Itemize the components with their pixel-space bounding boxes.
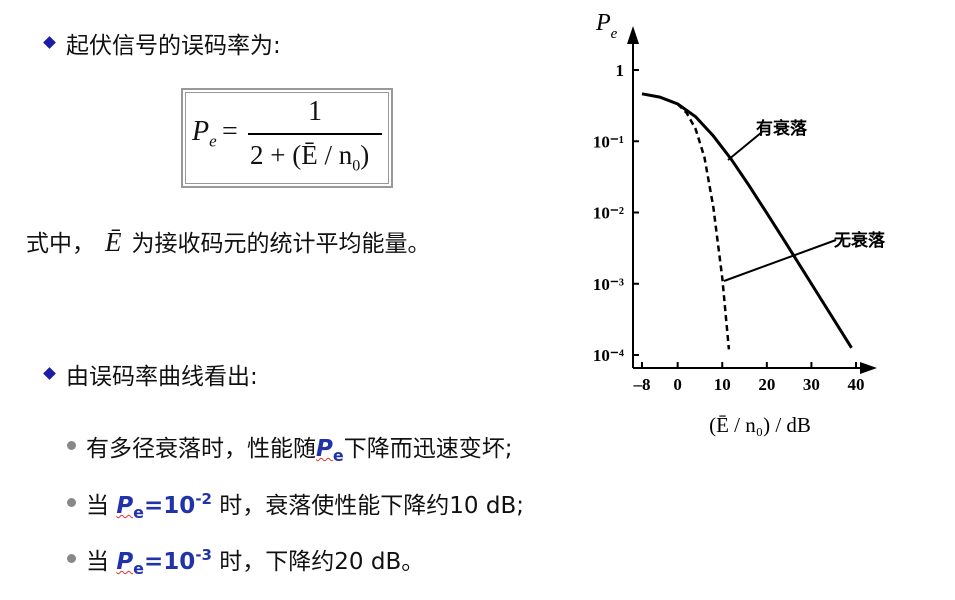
where-0: 式中， bbox=[26, 231, 95, 257]
point-text: 下降而迅速变坏; bbox=[343, 436, 513, 462]
x-tick-label: 30 bbox=[803, 375, 820, 394]
observe: 由误码率曲线看出: bbox=[66, 364, 258, 390]
y-tick-label: 10⁻⁴ bbox=[593, 346, 624, 365]
formula-lhs-sub: e bbox=[209, 131, 217, 151]
denominator-sub: 0 bbox=[352, 157, 361, 175]
formula-numerator: 1 bbox=[308, 96, 322, 127]
y-tick-label: 1 bbox=[616, 61, 625, 80]
x-axis-arrow bbox=[860, 362, 877, 374]
x-tick-label: 40 bbox=[848, 375, 865, 394]
pe-sub: e bbox=[133, 559, 145, 578]
fraction-bar bbox=[248, 133, 382, 135]
y-label-main: P bbox=[595, 10, 611, 36]
pe: P bbox=[116, 493, 134, 519]
point-text: 当 bbox=[86, 549, 117, 575]
y-label: Pe bbox=[595, 10, 618, 42]
sub-bullet bbox=[67, 554, 76, 563]
sub-bullet bbox=[67, 441, 76, 450]
point-0: 有多径衰落时，性能随Pe下降而迅速变坏; bbox=[86, 429, 512, 465]
exponent: -2 bbox=[195, 490, 212, 508]
x-tick-label: 20 bbox=[758, 375, 775, 394]
formula-box bbox=[181, 88, 393, 188]
point-text: 时，下降约20 dB。 bbox=[211, 549, 425, 575]
x-tick-label: 10 bbox=[714, 375, 731, 394]
curve-label: 无衰落 bbox=[833, 230, 886, 250]
y-tick-label: 10⁻¹ bbox=[593, 132, 624, 151]
point-text: 时，衰落使性能下降约10 dB; bbox=[211, 493, 525, 519]
pe-sub: e bbox=[332, 446, 344, 465]
x-tick-label: –8 bbox=[633, 375, 651, 394]
where-line: 式中， Ē 为接收码元的统计平均能量。 bbox=[26, 224, 431, 258]
pe-sub: e bbox=[133, 503, 145, 522]
point-text: 有多径衰落时，性能随 bbox=[86, 436, 316, 462]
denominator-main: 2 + (Ē / n bbox=[250, 140, 353, 170]
formula-lhs-main: P bbox=[192, 116, 210, 147]
point-1: 当 Pe=10-2 时，衰落使性能下降约10 dB; bbox=[86, 486, 524, 522]
leader-line bbox=[727, 131, 763, 161]
point-2: 当 Pe=10-3 时，下降约20 dB。 bbox=[86, 542, 424, 578]
where-2: 为接收码元的统计平均能量。 bbox=[131, 231, 431, 257]
formula-lhs: Pe bbox=[192, 116, 217, 152]
exponent: -3 bbox=[195, 546, 212, 564]
denominator-end: ) bbox=[360, 140, 370, 170]
curve bbox=[676, 103, 731, 350]
curve bbox=[641, 92, 853, 349]
formula-denominator: 2 + (Ē / n0) bbox=[250, 140, 369, 175]
curve-label: 有衰落 bbox=[756, 118, 808, 138]
leader-line bbox=[723, 239, 837, 282]
x-label: (Ē / n₀) / dB bbox=[709, 413, 811, 437]
x-tick-label: 0 bbox=[673, 375, 682, 394]
y-label-sub: e bbox=[611, 26, 618, 42]
formula-eq: = bbox=[222, 116, 238, 147]
y-axis-arrow bbox=[627, 26, 639, 44]
pe: P bbox=[116, 549, 134, 575]
pe-eq: =10 bbox=[144, 493, 196, 519]
point-text: 当 bbox=[86, 493, 117, 519]
pe-eq: =10 bbox=[144, 549, 196, 575]
intro: 起伏信号的误码率为: bbox=[66, 33, 281, 59]
pe: P bbox=[316, 436, 333, 462]
where-1: Ē bbox=[105, 227, 122, 257]
y-tick-label: 10⁻³ bbox=[593, 275, 624, 294]
y-tick-label: 10⁻² bbox=[593, 204, 624, 223]
sub-bullet bbox=[67, 498, 76, 507]
